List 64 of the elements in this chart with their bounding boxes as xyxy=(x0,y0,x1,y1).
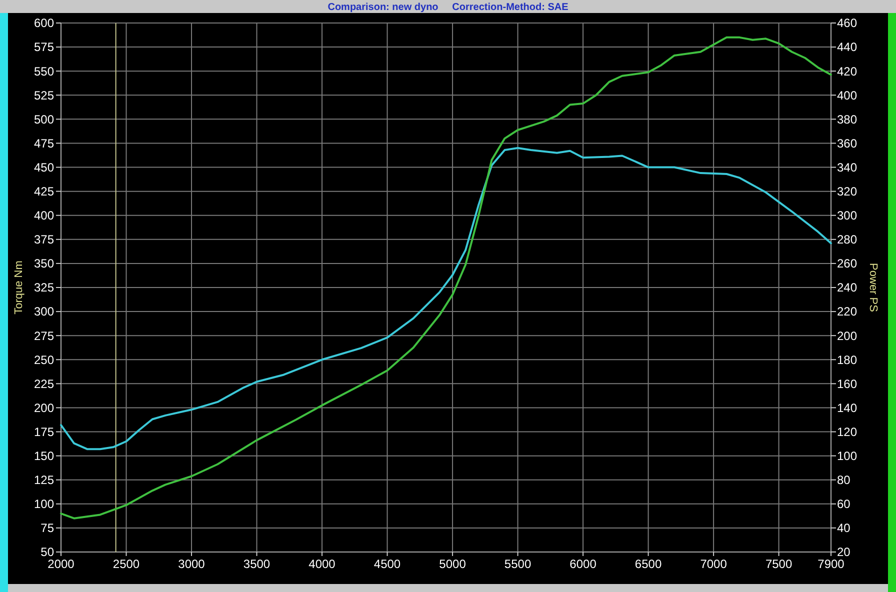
x-tick-label: 6000 xyxy=(570,557,597,571)
y-tick-label: 225 xyxy=(34,376,54,391)
x-tick-label: 7000 xyxy=(700,557,728,571)
y-tick-label: 325 xyxy=(34,280,54,295)
y2-tick-label: 120 xyxy=(837,424,858,439)
y2-tick-label: 320 xyxy=(837,184,858,199)
y-tick-label: 575 xyxy=(34,40,54,54)
y-tick-label: 300 xyxy=(34,304,54,319)
line-series xyxy=(60,147,832,450)
x-tick-label: 5500 xyxy=(504,557,532,571)
x-tick-label: 6500 xyxy=(634,557,662,571)
y-tick-label: 425 xyxy=(34,184,54,199)
y2-tick-label: 240 xyxy=(837,280,858,295)
y2-tick-label: 300 xyxy=(837,208,858,223)
y-tick-label: 450 xyxy=(34,160,54,174)
y2-tick-label: 180 xyxy=(837,352,858,367)
x-tick-label: 7900 xyxy=(818,557,845,571)
y2-tick-label: 360 xyxy=(837,136,858,150)
y2-tick-label: 340 xyxy=(837,160,858,174)
y-axis-title: Torque Nm xyxy=(13,260,25,314)
y2-tick-label: 400 xyxy=(837,88,858,102)
y2-tick-label: 60 xyxy=(837,497,851,512)
y-tick-label: 200 xyxy=(34,400,54,415)
y-tick-label: 600 xyxy=(34,16,54,30)
y-tick-label: 375 xyxy=(34,232,54,247)
y-tick-label: 400 xyxy=(34,208,54,223)
y2-tick-label: 440 xyxy=(837,40,858,54)
y-tick-label: 550 xyxy=(34,64,54,78)
x-tick-label: 5000 xyxy=(439,557,466,571)
y2-tick-label: 220 xyxy=(837,304,858,319)
y2-tick-label: 200 xyxy=(837,328,858,343)
y2-tick-label: 20 xyxy=(837,545,851,560)
y2-tick-label: 380 xyxy=(837,112,858,126)
y2-tick-label: 420 xyxy=(837,64,858,78)
y2-tick-label: 40 xyxy=(837,521,851,536)
y-tick-label: 150 xyxy=(34,449,54,464)
x-tick-label: 3500 xyxy=(243,557,270,571)
chart-title: Comparison: new dyno Correction-Method: SAE xyxy=(328,2,569,13)
x-tick-label: 4500 xyxy=(374,557,401,571)
x-tick-label: 7500 xyxy=(765,557,792,571)
y2-tick-label: 460 xyxy=(837,16,858,30)
y-tick-label: 75 xyxy=(40,521,54,536)
y-tick-label: 50 xyxy=(40,545,54,560)
y2-tick-label: 260 xyxy=(837,256,858,271)
x-tick-label: 2000 xyxy=(48,557,75,571)
y2-tick-label: 100 xyxy=(837,449,858,464)
y-tick-label: 275 xyxy=(34,328,54,343)
y-tick-label: 475 xyxy=(34,136,54,150)
y2-tick-label: 80 xyxy=(837,473,851,488)
line-series xyxy=(60,36,832,520)
y2-tick-label: 280 xyxy=(837,232,858,247)
y-tick-label: 175 xyxy=(34,424,54,439)
y2-tick-label: 160 xyxy=(837,376,858,391)
y2-axis-title: Power PS xyxy=(867,263,879,312)
y-tick-label: 525 xyxy=(34,88,54,102)
x-tick-label: 3000 xyxy=(178,557,206,571)
x-tick-label: 2500 xyxy=(112,557,140,571)
x-tick-label: 4000 xyxy=(308,557,336,571)
y-tick-label: 350 xyxy=(34,256,54,271)
y-tick-label: 100 xyxy=(34,497,54,512)
y2-tick-label: 140 xyxy=(837,400,858,415)
y-tick-label: 500 xyxy=(34,112,54,126)
y-tick-label: 125 xyxy=(34,473,54,488)
y-tick-label: 250 xyxy=(34,352,54,367)
